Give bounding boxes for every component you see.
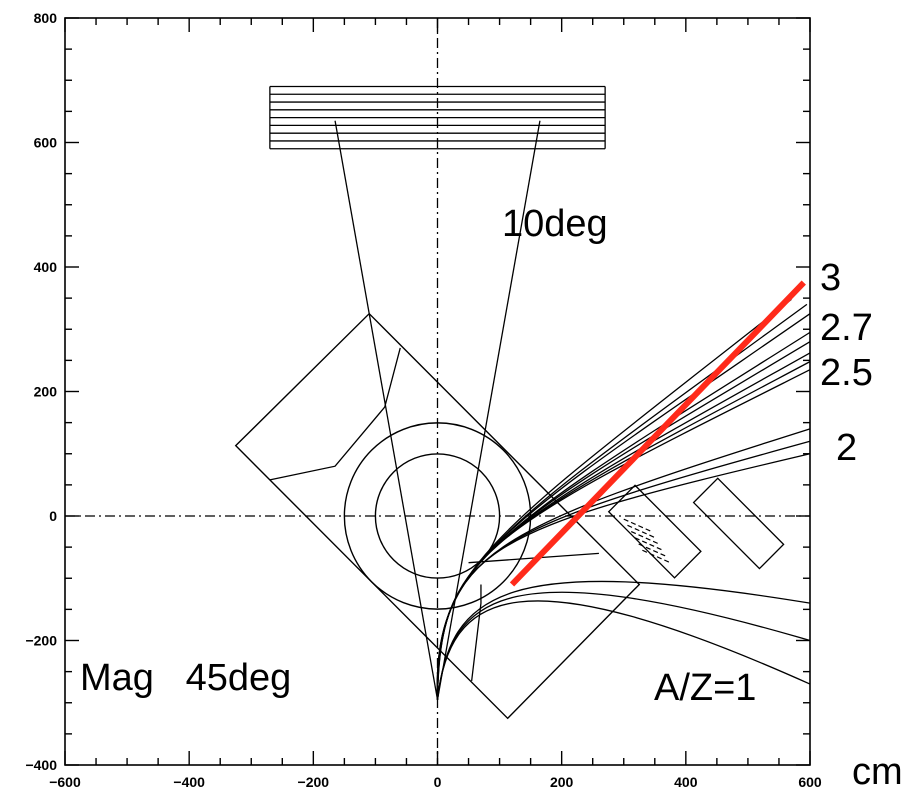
pole-circle-inner: [374, 453, 501, 579]
y-tick-label: 600: [34, 135, 58, 151]
annotation-az1: A/Z=1: [654, 667, 756, 709]
x-tick-label: 400: [674, 774, 698, 790]
x-tick-label: 200: [550, 774, 574, 790]
annotation-ratio-2: 2: [836, 427, 857, 469]
trajectory: [436, 453, 811, 700]
trajectory-bundle: [436, 298, 811, 700]
x-tick-label: −200: [298, 774, 330, 790]
annotations: 10deg Mag 45deg A/Z=1 3 2.7 2.5 2 cm: [80, 203, 903, 793]
detector-strip: [642, 549, 671, 564]
x-tick-label: −400: [173, 774, 205, 790]
magnet-inner-line: [269, 347, 401, 481]
detector-strip: [623, 518, 652, 533]
y-tick-label: 200: [34, 384, 58, 400]
detector-box-2: [692, 477, 785, 570]
magnet-inner-line: [471, 584, 482, 682]
annotation-10deg: 10deg: [502, 203, 608, 245]
trajectory: [436, 369, 811, 700]
focal-plane-line: [509, 280, 806, 587]
x-tick-label: −600: [49, 774, 81, 790]
trajectory: [436, 440, 811, 700]
detector-strip: [630, 531, 660, 545]
acceptance-cone-right: [436, 120, 541, 700]
detector-strip: [634, 537, 664, 551]
annotation-ratio-2-7: 2.7: [820, 307, 873, 349]
annotation-ratio-2-5: 2.5: [820, 352, 873, 394]
magnet-outline: [234, 312, 641, 720]
y-tick-label: 0: [49, 508, 57, 524]
magnet-geometry: [234, 85, 785, 720]
detector-box-1: [607, 484, 702, 579]
acceptance-cone-left: [334, 120, 439, 700]
unit-label-cm: cm: [852, 751, 903, 793]
annotation-mag-45deg: Mag 45deg: [80, 657, 291, 699]
detector-strip: [638, 543, 667, 558]
axes: −600 −400 −200 0 200 400 600−400−2000200400600…: [25, 10, 821, 790]
x-tick-label: 0: [434, 774, 442, 790]
y-tick-label: 400: [34, 259, 58, 275]
trajectory-low: [436, 600, 811, 700]
x-tick-label: 600: [798, 774, 822, 790]
y-tick-label: 800: [34, 10, 58, 26]
trajectory: [436, 303, 808, 700]
trajectory: [436, 313, 811, 700]
detector-strip: [627, 524, 656, 539]
trajectory: [436, 361, 811, 700]
y-tick-label: −400: [25, 757, 57, 773]
annotation-ratio-3: 3: [820, 257, 841, 299]
y-tick-label: −200: [25, 633, 57, 649]
red-focal-line: [509, 280, 806, 587]
trajectory: [436, 341, 811, 700]
